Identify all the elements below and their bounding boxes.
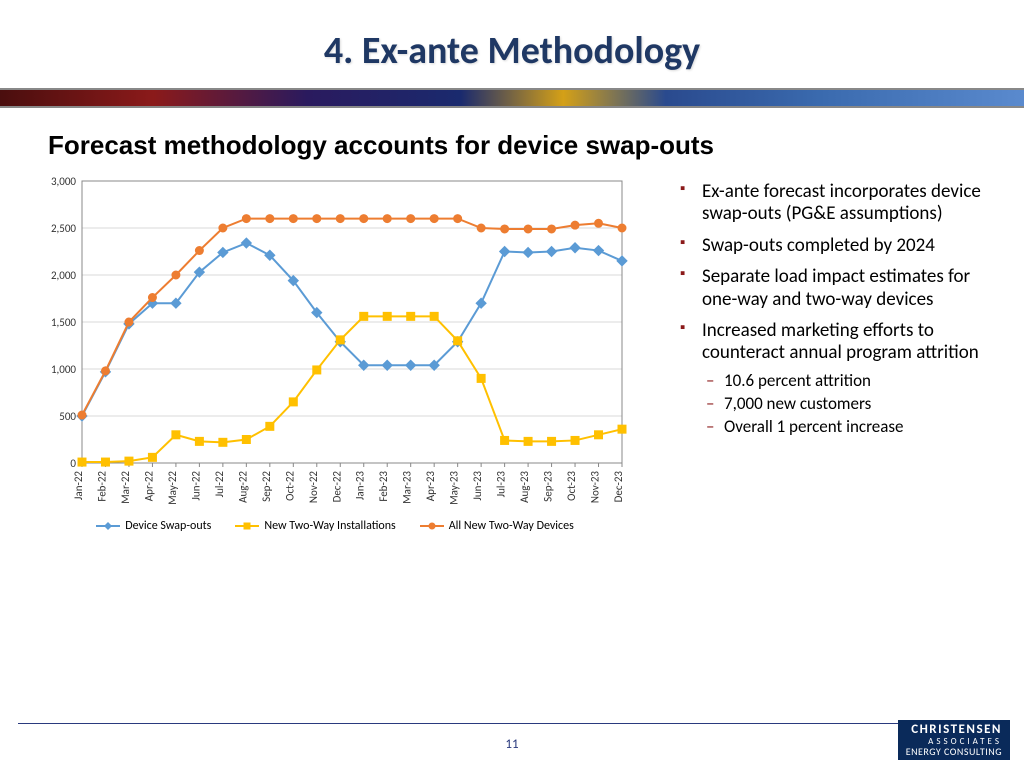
svg-text:500: 500: [59, 410, 76, 423]
footer-rule: [18, 723, 1006, 724]
bullet-list: Ex-ante forecast incorporates device swa…: [640, 173, 994, 603]
slide-title: 4. Ex-ante Methodology: [0, 0, 1024, 88]
bullet-item: Increased marketing efforts to counterac…: [680, 320, 984, 437]
svg-text:3,000: 3,000: [51, 175, 76, 188]
legend-item: Device Swap-outs: [96, 519, 211, 533]
chart-legend: Device Swap-outs New Two-Way Installation…: [30, 519, 640, 533]
svg-text:Jul-22: Jul-22: [213, 471, 226, 498]
svg-text:Aug-23: Aug-23: [518, 471, 531, 503]
svg-text:Mar-22: Mar-22: [119, 471, 132, 504]
legend-item: New Two-Way Installations: [235, 519, 395, 533]
sub-bullet-item: 10.6 percent attrition: [702, 371, 984, 391]
sub-bullet-item: 7,000 new customers: [702, 394, 984, 414]
svg-text:Mar-23: Mar-23: [401, 471, 414, 504]
bullet-item: Swap-outs completed by 2024: [680, 235, 984, 257]
legend-item: All New Two-Way Devices: [420, 519, 574, 533]
svg-text:Sep-23: Sep-23: [542, 471, 555, 502]
svg-text:Jan-22: Jan-22: [72, 471, 85, 500]
company-logo: CHRISTENSEN ASSOCIATES ENERGY CONSULTING: [898, 720, 1010, 760]
svg-text:1,000: 1,000: [51, 363, 76, 376]
svg-text:2,000: 2,000: [51, 269, 76, 282]
bullet-item: Ex-ante forecast incorporates device swa…: [680, 181, 984, 226]
svg-text:Feb-23: Feb-23: [377, 471, 390, 502]
svg-text:Nov-22: Nov-22: [307, 471, 320, 504]
svg-text:0: 0: [70, 457, 76, 470]
svg-text:Feb-22: Feb-22: [95, 471, 108, 502]
bullet-item: Separate load impact estimates for one-w…: [680, 266, 984, 311]
decorative-stripe: [0, 88, 1024, 108]
svg-text:May-23: May-23: [448, 471, 461, 505]
svg-text:2,500: 2,500: [51, 222, 76, 235]
page-number: 11: [505, 737, 518, 752]
svg-text:Dec-23: Dec-23: [612, 471, 625, 503]
svg-text:Aug-22: Aug-22: [236, 471, 249, 503]
svg-text:Jun-22: Jun-22: [189, 471, 202, 501]
svg-text:Apr-23: Apr-23: [424, 471, 437, 502]
svg-text:Jun-23: Jun-23: [471, 471, 484, 501]
svg-text:Apr-22: Apr-22: [142, 471, 155, 502]
svg-text:May-22: May-22: [166, 471, 179, 505]
svg-text:Jan-23: Jan-23: [354, 471, 367, 500]
svg-text:Dec-22: Dec-22: [330, 471, 343, 503]
sub-bullet-item: Overall 1 percent increase: [702, 417, 984, 437]
line-chart: 0 500 1,000 1,500 2,000 2,500 3,000 Jan-22 Feb-2…: [30, 173, 640, 603]
svg-text:Oct-23: Oct-23: [565, 471, 578, 501]
svg-text:Oct-22: Oct-22: [283, 471, 296, 501]
svg-text:Jul-23: Jul-23: [495, 471, 508, 498]
slide-subtitle: Forecast methodology accounts for device…: [0, 108, 1024, 173]
svg-text:Sep-22: Sep-22: [260, 471, 273, 502]
svg-text:1,500: 1,500: [51, 316, 76, 329]
svg-text:Nov-23: Nov-23: [589, 471, 602, 504]
